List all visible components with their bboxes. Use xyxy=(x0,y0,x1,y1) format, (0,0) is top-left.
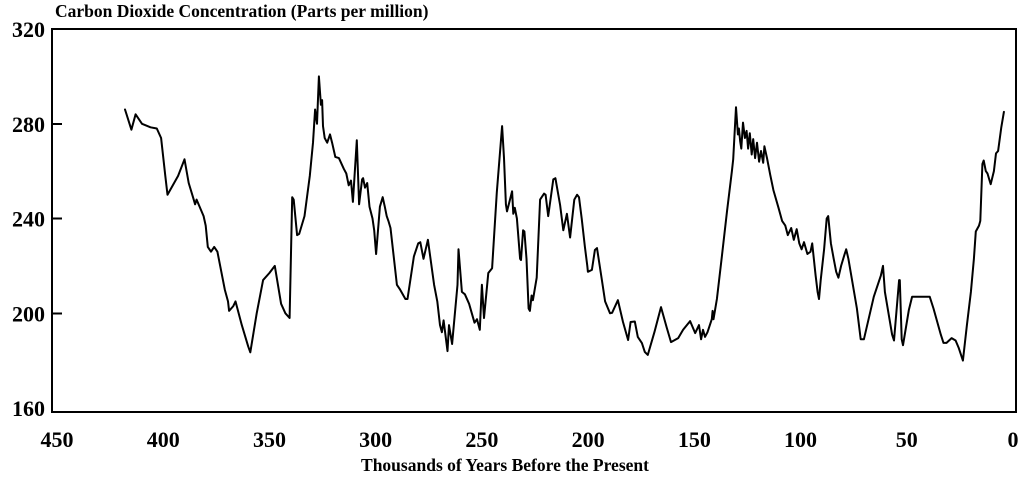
x-tick-label: 200 xyxy=(572,427,605,452)
x-tick-label: 450 xyxy=(41,427,74,452)
x-tick-label: 50 xyxy=(896,427,918,452)
plot-frame xyxy=(50,27,1018,414)
y-tick-label: 320 xyxy=(12,17,45,42)
chart-title: Carbon Dioxide Concentration (Parts per … xyxy=(55,1,429,21)
x-tick-label: 100 xyxy=(784,427,817,452)
x-axis-title: Thousands of Years Before the Present xyxy=(361,455,649,475)
y-tick-label: 200 xyxy=(12,301,45,326)
x-tick-label: 400 xyxy=(147,427,180,452)
x-tick-label: 0 xyxy=(1008,427,1019,452)
x-tick-label: 250 xyxy=(465,427,498,452)
y-tick-label: 280 xyxy=(12,112,45,137)
y-tick-label: 160 xyxy=(12,396,45,421)
x-tick-label: 150 xyxy=(678,427,711,452)
y-tick-label: 240 xyxy=(12,207,45,232)
x-tick-label: 300 xyxy=(359,427,392,452)
x-tick-label: 350 xyxy=(253,427,286,452)
co2-data-line xyxy=(124,75,1005,362)
